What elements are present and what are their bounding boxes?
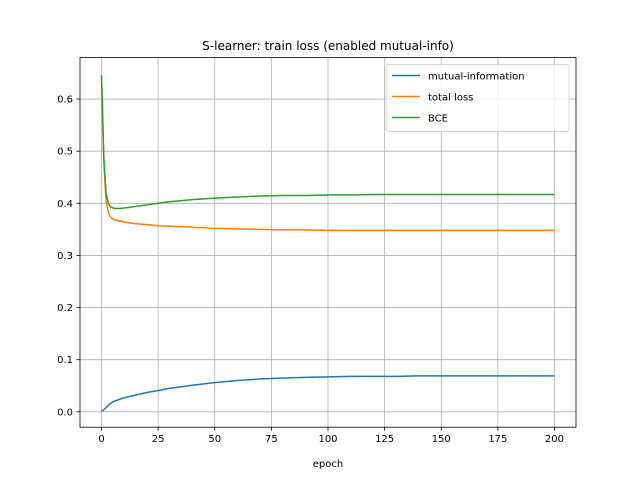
y-tick-label: 0.5 <box>57 147 73 158</box>
x-tick-label: 175 <box>488 434 507 445</box>
y-tick-label: 0.2 <box>57 303 73 314</box>
x-tick-label: 75 <box>265 434 278 445</box>
series-line <box>101 375 555 412</box>
x-axis-title: epoch <box>313 459 343 470</box>
y-tick-label: 0.6 <box>57 95 73 106</box>
legend-label: mutual-information <box>428 72 525 83</box>
legend-box <box>385 64 570 132</box>
y-tick-label: 0.3 <box>57 251 73 262</box>
series-line <box>100 77 555 232</box>
series-line <box>100 75 555 210</box>
x-tick-label: 0 <box>98 434 104 445</box>
axis-ticks: 0 25 50 75 100 125 150 175 200 0.0 0.1 0.2 0.3 0.4 0.5… <box>57 95 564 446</box>
x-tick-label: 200 <box>545 434 564 445</box>
y-tick-label: 0.4 <box>57 199 73 210</box>
y-tick-label: 0.1 <box>57 355 73 366</box>
x-tick-label: 100 <box>318 434 337 445</box>
legend-label: BCE <box>428 114 448 125</box>
x-tick-label: 50 <box>208 434 221 445</box>
legend: mutual-information total loss BCE <box>385 64 570 132</box>
x-tick-label: 125 <box>375 434 394 445</box>
x-tick-label: 25 <box>152 434 165 445</box>
y-tick-label: 0.0 <box>57 407 73 418</box>
legend-label: total loss <box>428 93 473 104</box>
chart-title: S-learner: train loss (enabled mutual-in… <box>202 39 454 53</box>
series-lines <box>100 75 555 412</box>
x-tick-label: 150 <box>432 434 451 445</box>
